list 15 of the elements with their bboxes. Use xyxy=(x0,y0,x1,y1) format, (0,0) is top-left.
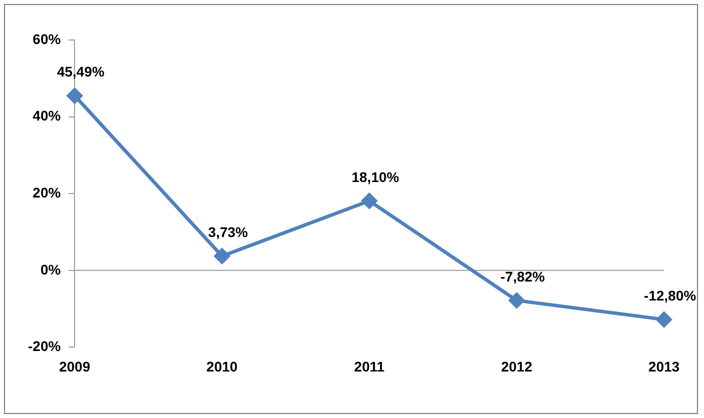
data-label: 18,10% xyxy=(352,168,400,185)
x-tick-label: 2011 xyxy=(354,358,385,374)
x-tick-label: 2012 xyxy=(501,358,532,374)
y-tick-label: -20% xyxy=(28,338,62,354)
x-tick-label: 2009 xyxy=(59,358,90,374)
x-tick-label: 2010 xyxy=(206,358,238,374)
data-label: 3,73% xyxy=(208,224,248,240)
y-tick-label: 20% xyxy=(32,184,62,200)
data-label: -7,82% xyxy=(500,268,546,284)
y-tick-label: 40% xyxy=(32,108,62,124)
data-label: -12,80% xyxy=(644,287,697,304)
data-label: 45,49% xyxy=(56,64,105,80)
y-tick-label: 60% xyxy=(32,30,62,47)
y-tick-label: 0% xyxy=(40,261,62,278)
x-tick-label: 2013 xyxy=(648,358,680,374)
